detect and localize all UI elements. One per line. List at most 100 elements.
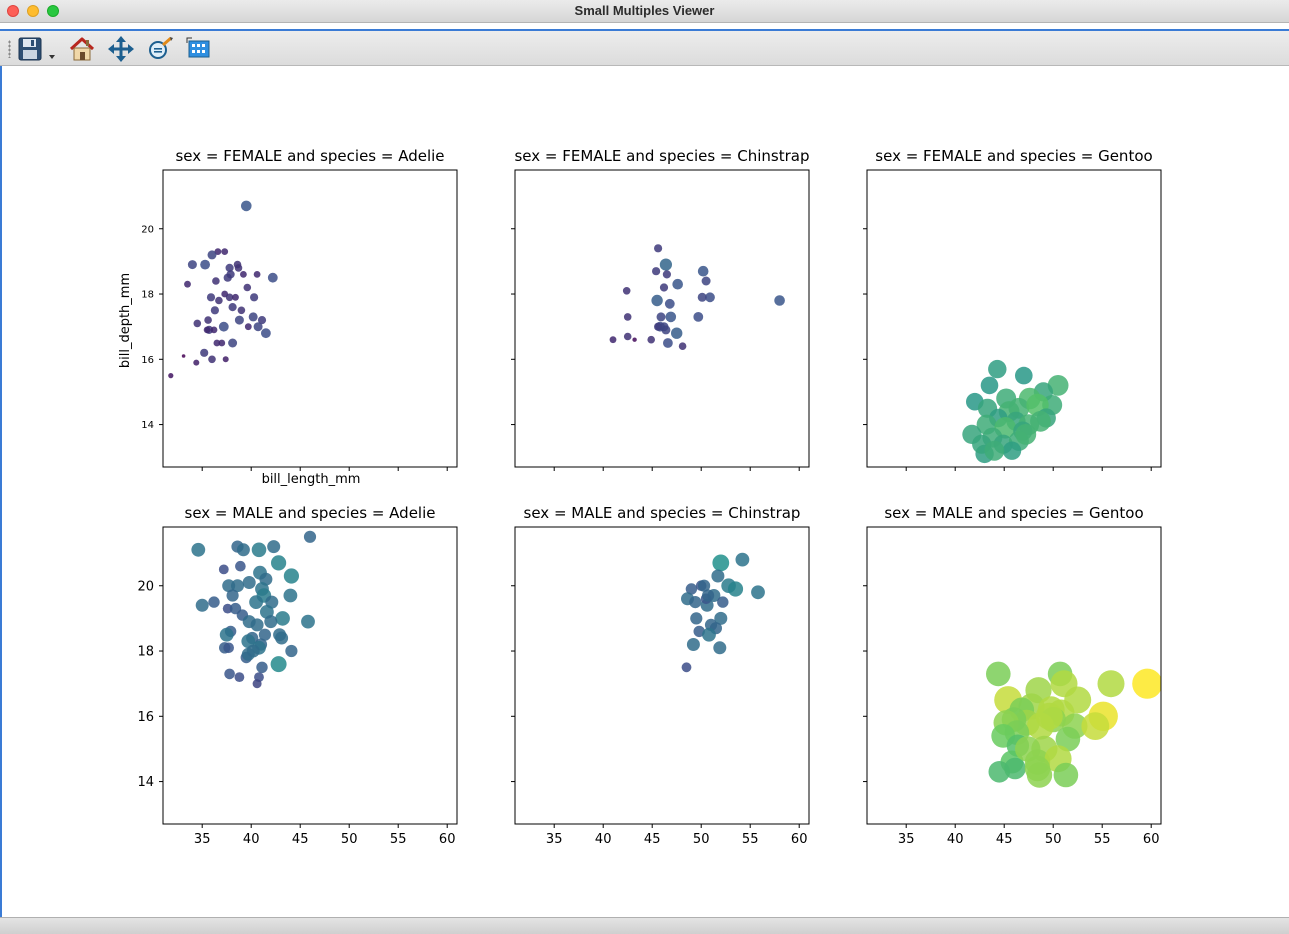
data-point [1015, 424, 1037, 445]
subplot-1: 14 16 18 20 sex = FEMALE and species = Adeli… [118, 147, 458, 487]
data-point [235, 560, 246, 572]
data-point [685, 583, 698, 595]
close-window-button[interactable] [7, 5, 19, 17]
subplot-title: sex = FEMALE and species = Adelie [175, 147, 444, 165]
data-point [623, 313, 632, 321]
data-point [774, 295, 785, 306]
data-point [219, 627, 234, 642]
data-point [1026, 762, 1053, 788]
data-point [283, 568, 299, 584]
data-point [693, 625, 705, 638]
data-point [232, 293, 239, 301]
data-point [270, 656, 287, 673]
scatter-points [986, 661, 1161, 788]
data-point [656, 312, 666, 322]
data-point [984, 440, 1005, 461]
data-point [168, 373, 174, 379]
data-point [988, 359, 1007, 379]
data-point [241, 634, 256, 649]
zoom-icon [149, 36, 173, 59]
zoom-button[interactable] [146, 35, 174, 63]
data-point [267, 540, 281, 554]
home-icon [69, 37, 95, 61]
data-point [735, 552, 750, 567]
data-point [686, 638, 700, 651]
x-tick-label: 60 [439, 832, 456, 847]
data-point [702, 627, 716, 642]
subplot-title: sex = FEMALE and species = Chinstrap [514, 147, 809, 165]
x-tick-label: 40 [947, 832, 964, 847]
data-point [218, 564, 229, 575]
x-tick-label: 55 [1094, 832, 1111, 847]
data-point [253, 322, 263, 332]
data-point [241, 647, 255, 661]
minimize-window-button[interactable] [27, 5, 39, 17]
axes-frame [514, 169, 810, 468]
x-tick-label: 35 [546, 832, 563, 847]
axes-frame [866, 169, 1162, 468]
window-edge [0, 66, 2, 918]
data-point [702, 589, 715, 602]
data-point [697, 292, 707, 302]
data-point [714, 611, 728, 625]
data-point [705, 292, 715, 303]
data-point [231, 579, 244, 593]
data-point [228, 338, 238, 348]
data-point [264, 615, 278, 629]
data-point [1132, 668, 1161, 699]
save-button[interactable] [16, 35, 44, 63]
data-point [1097, 670, 1125, 698]
data-point [267, 272, 278, 283]
data-point [659, 283, 669, 292]
configure-subplots-button[interactable] [185, 35, 213, 63]
data-point [697, 265, 709, 277]
y-tick-label: 14 [141, 420, 154, 431]
status-bar [0, 917, 1289, 934]
subplot-title: sex = MALE and species = Adelie [185, 504, 436, 522]
data-point [1053, 762, 1079, 788]
data-point [221, 248, 229, 256]
data-point [622, 287, 631, 295]
save-dropdown-arrow-icon[interactable] [49, 55, 55, 59]
data-point [1055, 726, 1081, 752]
data-point [275, 611, 290, 626]
data-point [184, 280, 191, 288]
data-point [191, 542, 206, 557]
data-point [193, 319, 202, 328]
x-axis-label: bill_length_mm [262, 472, 361, 487]
data-point [663, 338, 673, 348]
data-point [283, 588, 298, 603]
data-point [713, 641, 727, 655]
data-point [257, 316, 267, 325]
data-point [623, 332, 632, 341]
y-tick-label: 14 [137, 775, 154, 790]
x-tick-label: 55 [742, 832, 759, 847]
scatter-points [681, 552, 765, 673]
subplot-2: sex = FEMALE and species = Chinstrap [511, 147, 810, 471]
zoom-window-button[interactable] [47, 5, 59, 17]
x-tick-label: 50 [1045, 832, 1062, 847]
x-tick-label: 45 [292, 832, 309, 847]
data-point [210, 306, 219, 315]
data-point [690, 612, 703, 625]
save-icon [18, 37, 42, 61]
data-point [212, 277, 220, 285]
data-point [1081, 712, 1110, 740]
pan-button[interactable] [107, 35, 135, 63]
data-point [213, 339, 221, 347]
data-point [301, 614, 315, 629]
figure-canvas[interactable]: 14 16 18 20 sex = FEMALE and species = Adeli… [2, 67, 1289, 917]
data-point [225, 293, 234, 302]
scatter-points [168, 200, 278, 379]
home-button[interactable] [68, 35, 96, 63]
subplot-6: 35 40 45 50 55 60 sex = MALE and species = Gen… [863, 504, 1162, 847]
subplots-icon [186, 37, 210, 58]
toolbar-grip[interactable] [8, 40, 11, 58]
y-tick-label: 16 [137, 710, 154, 725]
data-point [717, 596, 729, 608]
data-point [248, 312, 258, 322]
data-point [652, 267, 661, 276]
data-point [712, 554, 730, 572]
window-titlebar: Small Multiples Viewer [0, 0, 1289, 23]
data-point [632, 337, 637, 342]
